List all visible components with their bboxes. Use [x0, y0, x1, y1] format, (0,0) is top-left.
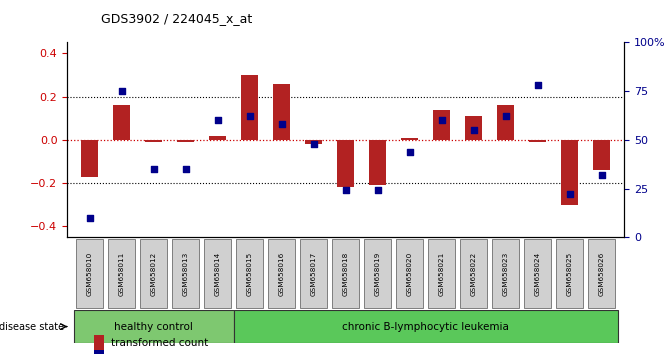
- Point: [116, 88, 127, 94]
- Point: [340, 188, 351, 193]
- FancyBboxPatch shape: [332, 239, 359, 308]
- FancyBboxPatch shape: [76, 239, 103, 308]
- FancyBboxPatch shape: [492, 239, 519, 308]
- Point: [212, 118, 223, 123]
- Bar: [272, 84, 291, 140]
- FancyBboxPatch shape: [268, 239, 295, 308]
- Point: [372, 188, 383, 193]
- FancyBboxPatch shape: [524, 239, 551, 308]
- Text: GSM658015: GSM658015: [246, 251, 252, 296]
- Bar: [176, 140, 195, 142]
- Point: [532, 82, 543, 88]
- Point: [404, 149, 415, 154]
- Point: [564, 192, 575, 197]
- Bar: [337, 140, 354, 187]
- Text: GSM658021: GSM658021: [439, 251, 445, 296]
- Text: GSM658026: GSM658026: [599, 251, 605, 296]
- Bar: [369, 140, 386, 185]
- Text: GSM658025: GSM658025: [566, 251, 572, 296]
- Bar: [145, 140, 162, 142]
- FancyBboxPatch shape: [556, 239, 583, 308]
- Text: GSM658013: GSM658013: [183, 251, 189, 296]
- Point: [84, 215, 95, 221]
- Bar: [241, 75, 258, 140]
- FancyBboxPatch shape: [204, 239, 231, 308]
- Bar: [592, 140, 611, 170]
- Bar: [561, 140, 578, 205]
- FancyBboxPatch shape: [172, 239, 199, 308]
- Text: GSM658017: GSM658017: [311, 251, 317, 296]
- Point: [244, 114, 255, 119]
- Bar: [113, 105, 130, 140]
- Text: GSM658020: GSM658020: [407, 251, 413, 296]
- Point: [148, 166, 159, 172]
- FancyBboxPatch shape: [460, 239, 487, 308]
- Bar: [465, 116, 482, 140]
- FancyBboxPatch shape: [300, 239, 327, 308]
- FancyBboxPatch shape: [364, 239, 391, 308]
- Point: [501, 114, 511, 119]
- Bar: [529, 140, 546, 142]
- Text: transformed count: transformed count: [111, 338, 208, 348]
- Text: disease state: disease state: [0, 321, 64, 332]
- Point: [436, 118, 447, 123]
- Text: GDS3902 / 224045_x_at: GDS3902 / 224045_x_at: [101, 12, 252, 25]
- Text: GSM658022: GSM658022: [470, 251, 476, 296]
- Bar: [209, 136, 226, 140]
- Bar: [305, 140, 322, 144]
- Point: [180, 166, 191, 172]
- FancyBboxPatch shape: [236, 239, 263, 308]
- Text: GSM658019: GSM658019: [374, 251, 380, 296]
- Text: GSM658014: GSM658014: [215, 251, 221, 296]
- FancyBboxPatch shape: [108, 239, 135, 308]
- FancyBboxPatch shape: [140, 239, 167, 308]
- Text: chronic B-lymphocytic leukemia: chronic B-lymphocytic leukemia: [342, 321, 509, 332]
- Bar: [81, 140, 99, 177]
- FancyBboxPatch shape: [396, 239, 423, 308]
- Text: GSM658023: GSM658023: [503, 251, 509, 296]
- Text: GSM658011: GSM658011: [119, 251, 125, 296]
- Text: GSM658016: GSM658016: [278, 251, 285, 296]
- FancyBboxPatch shape: [588, 239, 615, 308]
- Point: [468, 127, 479, 133]
- Point: [308, 141, 319, 147]
- FancyBboxPatch shape: [234, 310, 617, 343]
- FancyBboxPatch shape: [428, 239, 455, 308]
- Bar: [497, 105, 515, 140]
- FancyBboxPatch shape: [74, 310, 234, 343]
- Text: GSM658024: GSM658024: [535, 251, 541, 296]
- Text: GSM658010: GSM658010: [87, 251, 93, 296]
- Point: [276, 121, 287, 127]
- Text: GSM658018: GSM658018: [343, 251, 348, 296]
- Text: healthy control: healthy control: [114, 321, 193, 332]
- Bar: [433, 109, 450, 140]
- Point: [597, 172, 607, 178]
- Text: GSM658012: GSM658012: [150, 251, 156, 296]
- Bar: [401, 138, 419, 140]
